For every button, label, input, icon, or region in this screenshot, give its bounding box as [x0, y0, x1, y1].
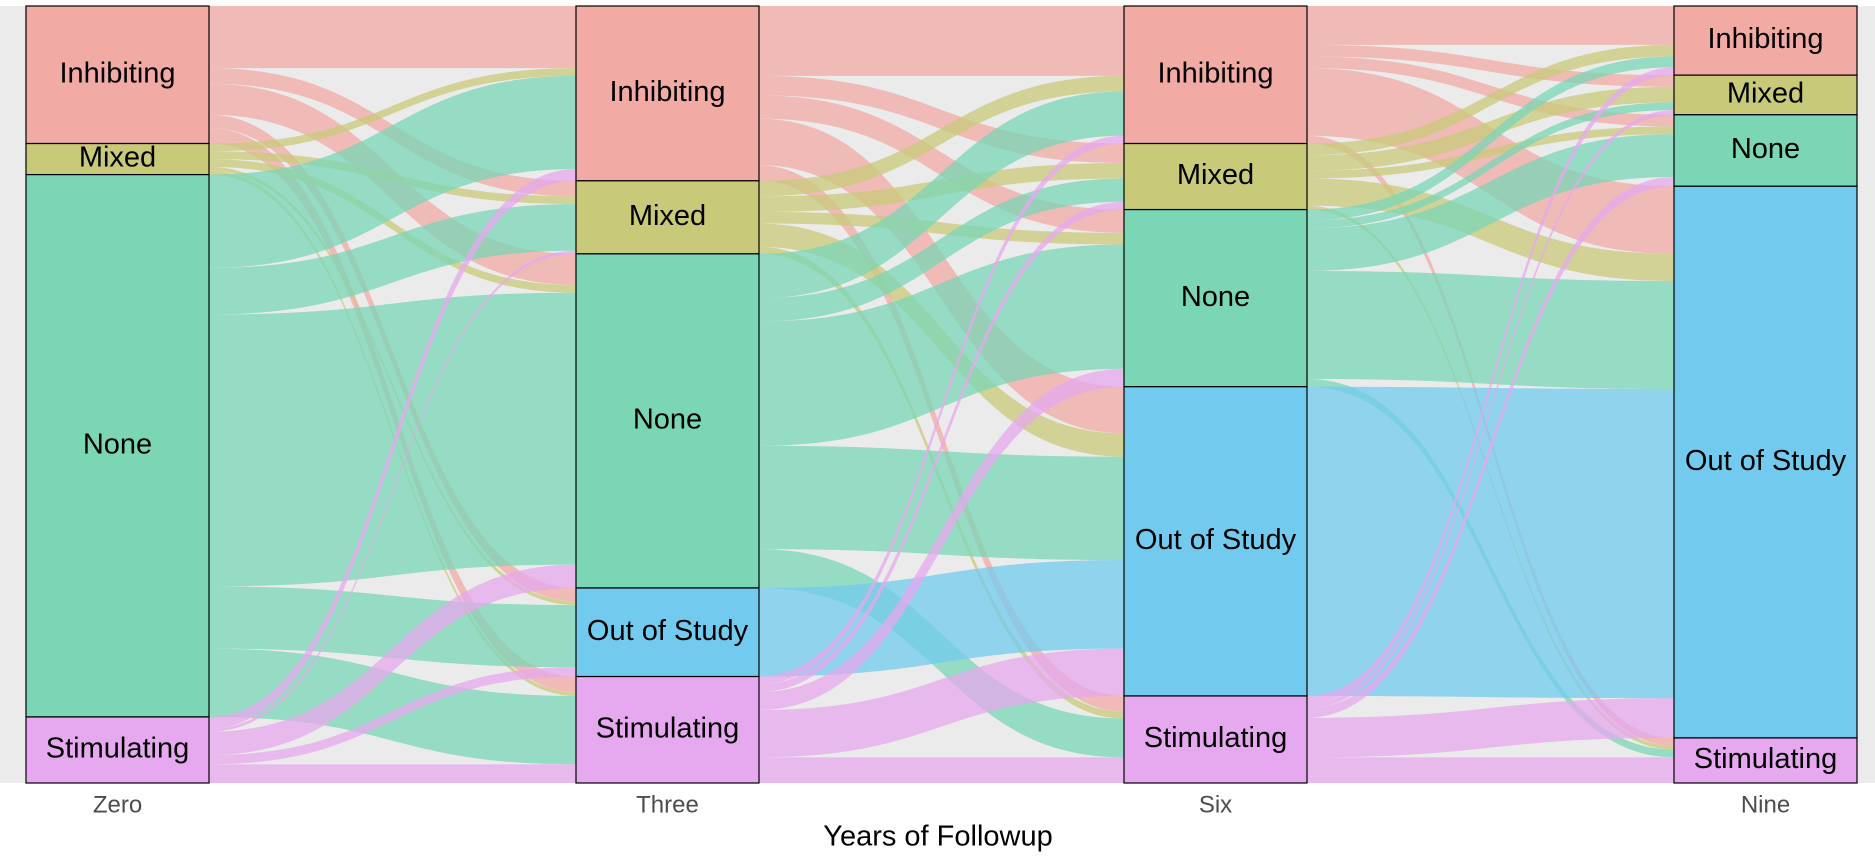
- flow: [759, 445, 1124, 561]
- stratum-label: None: [1181, 281, 1250, 313]
- flow: [209, 159, 576, 293]
- flow: [1307, 6, 1674, 45]
- stratum: [575, 587, 760, 678]
- flow: [209, 564, 576, 756]
- stratum-label: Stimulating: [1144, 722, 1287, 754]
- stratum: [25, 716, 210, 784]
- flow: [209, 292, 576, 587]
- stratum: [1673, 737, 1858, 784]
- stratum-label: Stimulating: [46, 733, 189, 765]
- flow: [1307, 102, 1674, 229]
- stratum: [1673, 114, 1858, 187]
- flow: [759, 118, 1124, 434]
- x-tick-label: Zero: [93, 791, 142, 818]
- stratum: [1123, 386, 1308, 697]
- flow: [759, 165, 1124, 712]
- flow: [209, 68, 576, 152]
- flow: [1307, 86, 1674, 171]
- stratum-label: Inhibiting: [59, 57, 175, 89]
- flow: [1307, 56, 1674, 221]
- x-tick-label: Three: [636, 791, 699, 818]
- stratum-label: Out of Study: [1135, 524, 1297, 556]
- flow: [759, 91, 1124, 299]
- flow: [209, 667, 576, 765]
- flow: [1307, 110, 1674, 709]
- flow: [759, 201, 1124, 693]
- stratum: [1123, 695, 1308, 784]
- flow: [1307, 386, 1674, 699]
- stratum: [1673, 5, 1858, 76]
- flow: [1307, 176, 1674, 718]
- stratum: [1123, 142, 1308, 211]
- stratum-label: Stimulating: [1694, 743, 1837, 775]
- flow: [209, 250, 576, 732]
- stratum-label: None: [633, 404, 702, 436]
- flow: [759, 6, 1124, 76]
- stratum-label: Inhibiting: [1707, 23, 1823, 55]
- stratum-label: Mixed: [79, 142, 156, 174]
- flow: [209, 648, 576, 765]
- stratum: [575, 180, 760, 255]
- flow: [1307, 134, 1674, 271]
- flow: [759, 648, 1124, 758]
- stratum: [25, 5, 210, 145]
- stratum: [575, 5, 760, 182]
- flow: [1307, 68, 1674, 254]
- stratum-label: Out of Study: [1685, 445, 1847, 477]
- flow: [759, 135, 1124, 685]
- flow: [1307, 757, 1674, 783]
- stratum: [575, 253, 760, 589]
- stratum: [25, 174, 210, 718]
- stratum: [1123, 5, 1308, 145]
- flow: [209, 6, 576, 69]
- stratum-label: Mixed: [1727, 78, 1804, 110]
- stratum-label: Mixed: [1177, 159, 1254, 191]
- flow: [1307, 698, 1674, 758]
- flow: [759, 211, 1124, 245]
- stratum: [575, 675, 760, 784]
- x-tick-label: Nine: [1741, 791, 1790, 818]
- flow: [209, 764, 576, 783]
- flow: [759, 75, 1124, 197]
- flow: [759, 368, 1124, 710]
- stratum-label: None: [83, 428, 152, 460]
- flow: [209, 586, 576, 668]
- flow: [1307, 44, 1674, 156]
- flow: [759, 560, 1124, 677]
- stratum-label: Inhibiting: [1157, 57, 1273, 89]
- stratum: [1673, 185, 1858, 739]
- stratum-label: Inhibiting: [609, 76, 725, 108]
- stratum: [1123, 208, 1308, 388]
- flow: [1307, 270, 1674, 390]
- stratum-label: Out of Study: [587, 615, 749, 647]
- flow: [1307, 67, 1674, 704]
- flow: [759, 757, 1124, 783]
- flow: [1307, 126, 1674, 179]
- flow: [209, 169, 576, 729]
- x-tick-label: Six: [1199, 791, 1232, 818]
- stratum-label: None: [1731, 133, 1800, 165]
- stratum: [1673, 74, 1858, 116]
- x-axis-label: Years of Followup: [823, 821, 1052, 853]
- stratum-label: Mixed: [629, 200, 706, 232]
- flow: [759, 178, 1124, 322]
- flow: [759, 244, 1124, 446]
- flow: [209, 75, 576, 268]
- stratum-label: Stimulating: [596, 712, 739, 744]
